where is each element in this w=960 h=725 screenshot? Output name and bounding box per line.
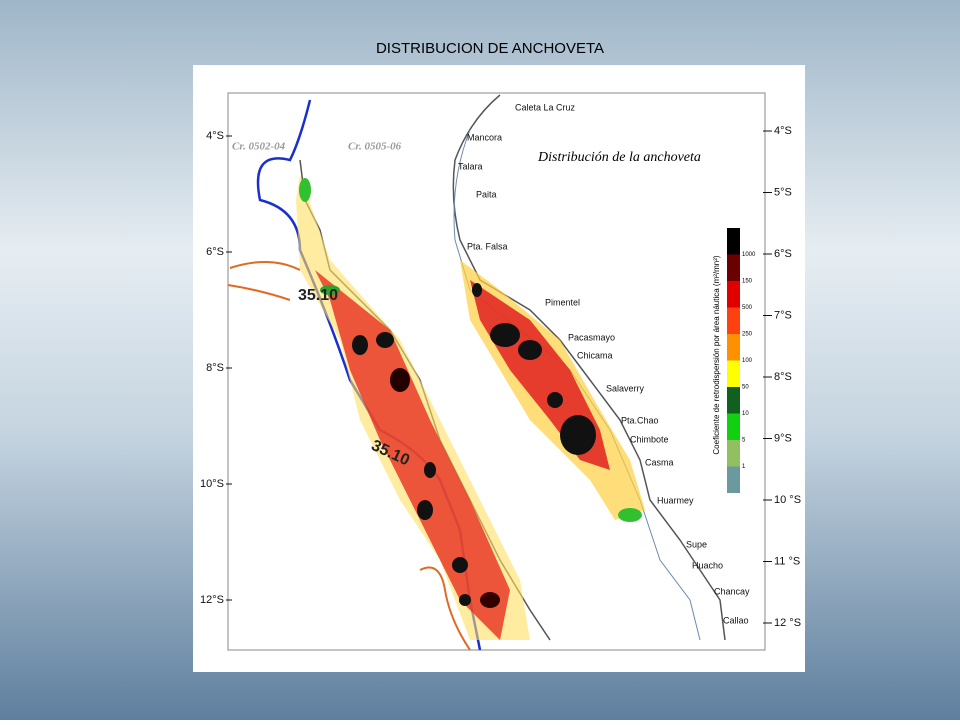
latitude-label: 8°S xyxy=(774,371,792,383)
legend-label: 1000 xyxy=(742,252,756,258)
latitude-label: 10°S xyxy=(200,478,224,490)
latitude-label: 12 °S xyxy=(774,617,801,629)
place-label: Supe xyxy=(686,539,707,549)
latitude-label: 9°S xyxy=(774,432,792,444)
legend-swatch xyxy=(727,466,740,493)
map-subtitle: Distribución de la anchoveta xyxy=(537,150,701,165)
latitude-label: 6°S xyxy=(774,248,792,260)
legend-label: 100 xyxy=(742,358,753,364)
legend-swatch xyxy=(727,413,740,440)
place-label: Huacho xyxy=(692,560,723,570)
latitude-label: 6°S xyxy=(206,246,224,258)
cruise-label: Cr. 0502-04 xyxy=(232,141,286,153)
place-label: Pta.Chao xyxy=(621,415,659,425)
legend-swatch xyxy=(727,334,740,361)
latitude-label: 10 °S xyxy=(774,494,801,506)
map-frame xyxy=(227,92,766,651)
legend-label: 250 xyxy=(742,332,753,338)
place-label: Chimbote xyxy=(630,434,669,444)
slide-title: DISTRIBUCION DE ANCHOVETA xyxy=(376,40,604,57)
legend-label: 50 xyxy=(742,385,749,391)
legend-swatch xyxy=(727,281,740,308)
legend-swatch xyxy=(727,254,740,281)
legend-swatch xyxy=(727,360,740,387)
latitude-label: 11 °S xyxy=(774,555,800,567)
place-label: Pacasmayo xyxy=(568,332,615,342)
place-label: Huarmey xyxy=(657,495,694,505)
latitude-label: 7°S xyxy=(774,309,792,321)
legend-label: 10 xyxy=(742,411,749,417)
legend-swatch xyxy=(727,387,740,414)
right-map xyxy=(452,94,726,641)
place-label: Chancay xyxy=(714,586,750,596)
latitude-label: 12°S xyxy=(200,594,224,606)
place-label: Chicama xyxy=(577,350,613,360)
legend-swatch xyxy=(727,440,740,467)
place-label: Mancora xyxy=(467,132,502,142)
latitude-label: 8°S xyxy=(206,362,224,374)
place-label: Pta. Falsa xyxy=(467,241,508,251)
legend-swatch xyxy=(727,307,740,334)
place-label: Pimentel xyxy=(545,297,580,307)
place-label: Paita xyxy=(476,189,497,199)
cruise-label: Cr. 0505-06 xyxy=(348,141,402,153)
place-label: Callao xyxy=(723,615,749,625)
legend-label: 1 xyxy=(742,464,746,470)
isoline-label: 35.10 xyxy=(298,287,338,304)
latitude-label: 4°S xyxy=(206,130,224,142)
legend-title: Coeficiente de retrodispersión por área … xyxy=(712,255,721,455)
latitude-label: 5°S xyxy=(774,186,792,198)
legend-label: 500 xyxy=(742,305,753,311)
legend-label: 150 xyxy=(742,279,753,285)
legend-label: 5 xyxy=(742,438,746,444)
place-label: Caleta La Cruz xyxy=(515,102,576,112)
latitude-label: 4°S xyxy=(774,125,792,137)
place-label: Talara xyxy=(458,161,483,171)
place-label: Salaverry xyxy=(606,383,645,393)
place-label: Casma xyxy=(645,457,674,467)
left-map xyxy=(227,99,551,651)
legend-swatch xyxy=(727,228,740,255)
